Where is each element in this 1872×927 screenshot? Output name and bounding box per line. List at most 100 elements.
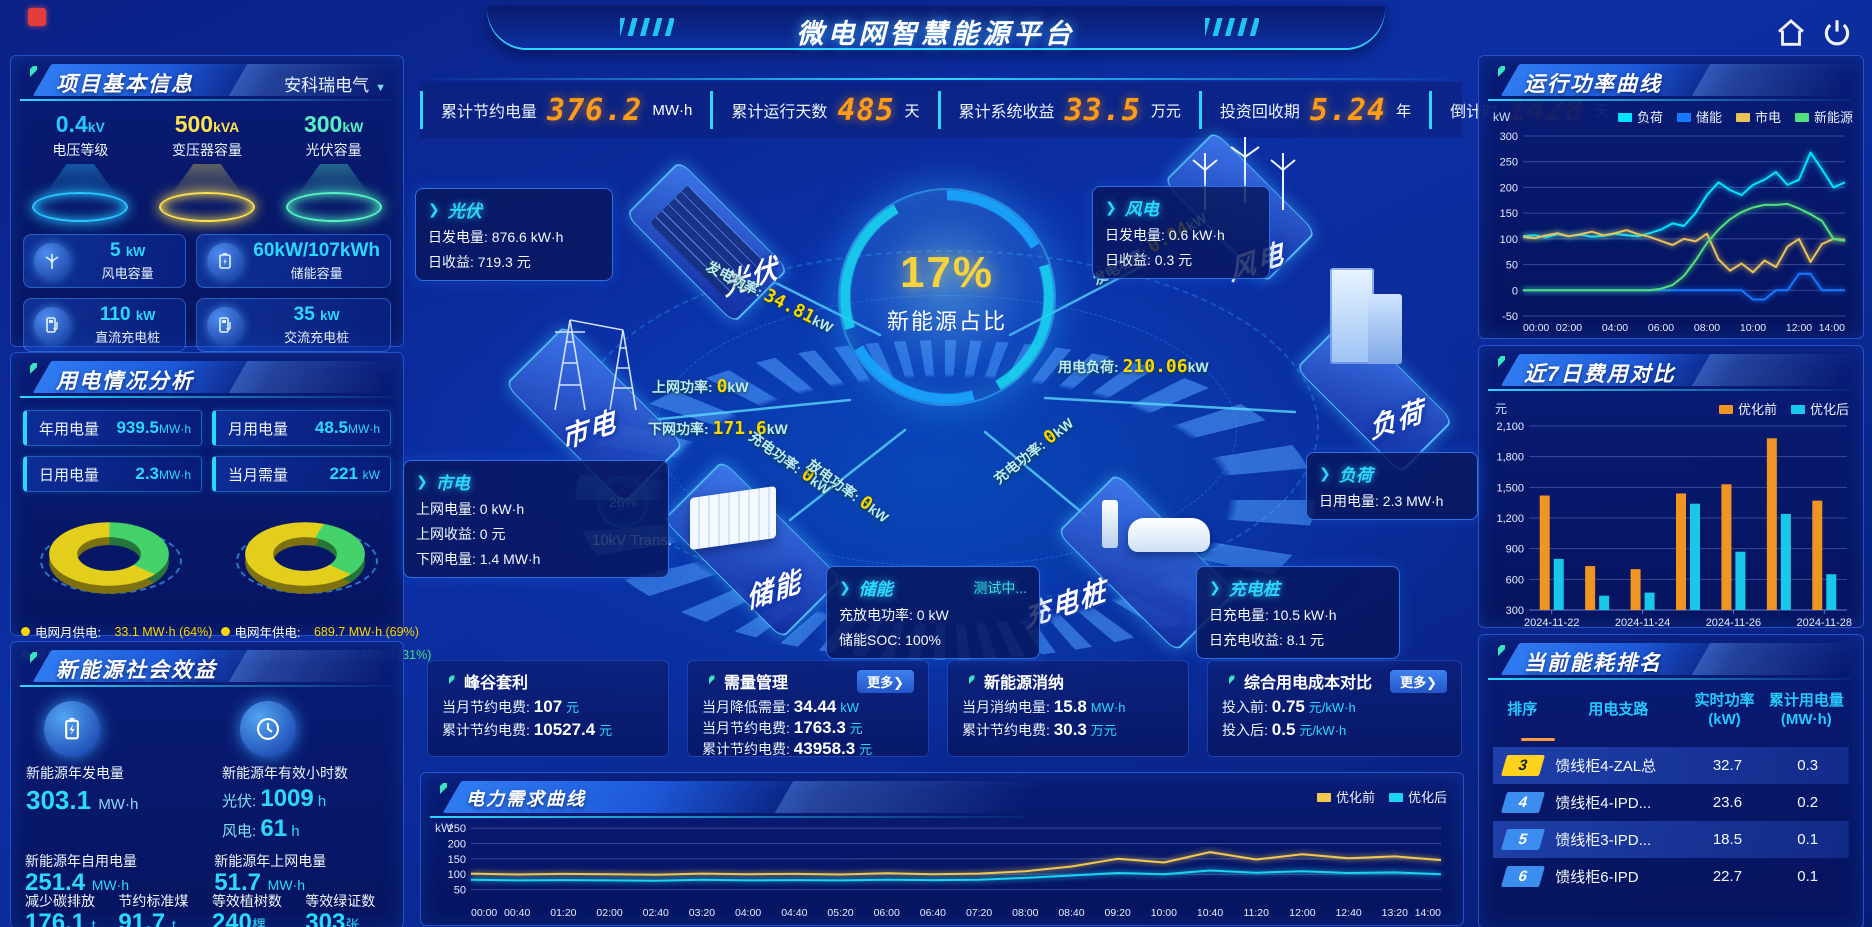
- legend-chip: [1735, 113, 1750, 122]
- table-row[interactable]: 6 馈线柜6-IPD 22.7 0.1: [1493, 858, 1849, 895]
- benefit-label: 节约标准煤: [118, 893, 189, 909]
- power-icon[interactable]: [1820, 16, 1854, 50]
- svg-text:300: 300: [1500, 131, 1518, 143]
- svg-text:-50: -50: [1502, 311, 1518, 323]
- legend-chip: [1388, 793, 1403, 802]
- infobox-row-value: 719.3 元: [477, 254, 531, 270]
- legend-item-before: 优化前: [1316, 787, 1375, 806]
- infobox-row-value: 0 kW·h: [479, 501, 525, 517]
- benefit-unit: 棵: [251, 917, 266, 927]
- kpi-saved-energy: 累计节约电量 376.2 MW·h: [420, 91, 710, 129]
- demand-legend: 优化前 优化后: [1316, 787, 1447, 806]
- svg-text:08:00: 08:00: [1694, 322, 1720, 334]
- table-row[interactable]: 3 馈线柜4-ZAL总 32.7 0.3: [1493, 746, 1849, 784]
- energy-cell: 0.1: [1797, 867, 1819, 885]
- card-row-unit: 元: [859, 742, 873, 757]
- svg-text:150: 150: [1500, 208, 1518, 220]
- panel-project-info: 项目基本信息 安科瑞电气 ▼ 0.4kV 电压等级 500kVA 变压器容量 30…: [10, 55, 404, 352]
- header-deco-left: [620, 18, 674, 36]
- kpi-unit: 天: [904, 102, 920, 120]
- y-axis-unit: 元: [1495, 402, 1508, 416]
- panel-energy-ranking: 当前能耗排名 排序 用电支路 实时功率 (kW) 累计用电量 (MW·h): [1478, 634, 1864, 927]
- chevron-right-icon: ❯: [839, 579, 851, 595]
- card-row-unit: MW·h: [1090, 700, 1126, 715]
- svg-text:14:00: 14:00: [1415, 907, 1441, 919]
- card-title: 新能源消纳: [984, 675, 1065, 692]
- svg-text:0: 0: [1512, 285, 1518, 297]
- legend-label: 负荷: [1636, 110, 1663, 125]
- more-button[interactable]: 更多❯: [857, 669, 914, 693]
- benefit-unit: t: [91, 917, 96, 927]
- panel-corner-icon: [443, 675, 455, 687]
- pedestal-unit: kW: [342, 119, 364, 135]
- home-icon[interactable]: [1774, 16, 1808, 50]
- card-row-label: 当月节约电费:: [702, 720, 790, 736]
- table-row[interactable]: 5 馈线柜3-IPD... 18.5 0.1: [1493, 820, 1849, 858]
- infobox-wind: ❯ 风电 日发电量: 0.6 kW·h 日收益: 0.3 元: [1092, 186, 1270, 279]
- table-row[interactable]: 4 馈线柜4-IPD... 23.6 0.2: [1493, 784, 1849, 821]
- rank-scroll-indicator[interactable]: [1521, 737, 1555, 741]
- col-branch: 用电支路: [1588, 701, 1649, 719]
- more-button[interactable]: 更多❯: [1390, 669, 1447, 693]
- legend-chip: [1617, 113, 1632, 122]
- benefit-value: 240: [211, 909, 252, 927]
- rank-badge: 4: [1501, 791, 1546, 813]
- svg-text:200: 200: [1500, 182, 1518, 194]
- power-cell: 32.7: [1712, 756, 1743, 774]
- card-peak-valley: 峰谷套利 当月节约电费: 107 元 累计节约电费: 10527.4 元: [427, 660, 669, 757]
- svg-text:06:00: 06:00: [1648, 322, 1674, 334]
- panel-title: 运行功率曲线: [1524, 73, 1662, 96]
- pedestal-value: 500: [174, 111, 214, 137]
- svg-text:11:20: 11:20: [1243, 907, 1269, 919]
- svg-text:10:40: 10:40: [1197, 907, 1223, 919]
- kpi-label: 累计运行天数: [731, 104, 828, 121]
- ev-car-icon: [1128, 518, 1210, 552]
- card-wind-capacity: 5 kW 风电容量: [23, 234, 187, 288]
- svg-text:100: 100: [448, 869, 466, 881]
- panel-header: 运行功率曲线: [1482, 59, 1860, 101]
- svg-text:300: 300: [1506, 605, 1524, 617]
- infobox-row-value: 0.3 元: [1154, 252, 1193, 268]
- infobox-grid: ❯ 市电 上网电量: 0 kW·h 上网收益: 0 元 下网电量: 1.4 MW·…: [403, 460, 669, 578]
- stat-value: 221: [329, 464, 358, 483]
- card-demand-mgmt: 需量管理 更多❯ 当月降低需量: 34.44 kW 当月节约电费: 1763.3 …: [687, 660, 929, 758]
- card-label: 风电容量: [101, 266, 154, 281]
- legend-dot: [21, 627, 30, 636]
- infobox-title: 风电: [1124, 200, 1159, 219]
- energy-cell: 0.3: [1797, 756, 1819, 774]
- center-ring-segments: [826, 176, 1068, 418]
- svg-text:50: 50: [454, 885, 466, 897]
- card-row-unit: 元/kW·h: [1299, 723, 1347, 738]
- svg-text:08:40: 08:40: [1058, 907, 1084, 919]
- benefit-icons-row: 新能源年发电量 303.1 MW·h 新能源年有效小时数 光伏: 1009 h …: [11, 697, 403, 843]
- card-value: 110: [99, 304, 131, 325]
- legend-item-after: 优化后: [1790, 399, 1849, 418]
- card-unit: kW: [125, 244, 146, 259]
- chevron-right-icon: ❯: [428, 201, 440, 217]
- kpi-value: 5.24: [1309, 92, 1387, 128]
- legend-value: 33.1 MW·h (64%): [114, 624, 213, 639]
- pedestal-label: 光伏容量: [305, 142, 362, 158]
- infobox-row-label: 上网收益:: [416, 526, 476, 542]
- legend-label: 优化后: [1407, 790, 1447, 805]
- benefit-unit: MW·h: [98, 796, 139, 813]
- wind-turbine-icon: [34, 243, 70, 279]
- card-row-label: 投入前:: [1222, 699, 1268, 715]
- svg-text:02:40: 02:40: [643, 907, 669, 919]
- panel-corner-icon: [1223, 675, 1235, 687]
- flow-grid-down: 下网功率: 171.6kW: [648, 418, 788, 439]
- svg-text:1,200: 1,200: [1496, 513, 1524, 525]
- benefit-label: 新能源年自用电量: [25, 853, 137, 869]
- donut-month: [49, 522, 169, 586]
- card-row-label: 投入后:: [1222, 722, 1268, 738]
- benefit-co2: 减少碳排放 176.1 t: [25, 891, 109, 927]
- kpi-income: 累计系统收益 33.5 万元: [937, 91, 1199, 129]
- light-cone: [168, 164, 245, 198]
- company-select[interactable]: 安科瑞电气 ▼: [284, 71, 386, 96]
- infobox-row-value: 876.6 kW·h: [491, 229, 564, 245]
- card-row-value: 0.75: [1271, 697, 1305, 716]
- benefit-certs: 等效绿证数 303张: [305, 891, 389, 927]
- benefit-value: 251.4: [25, 869, 86, 896]
